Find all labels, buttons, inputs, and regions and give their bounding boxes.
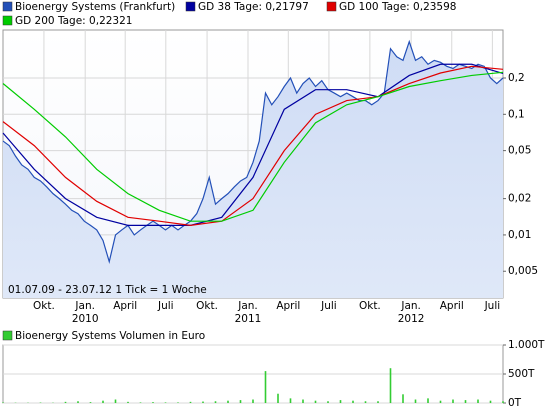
volume-bar	[227, 400, 229, 403]
volume-title: Bioenergy Systems Volumen in Euro	[15, 330, 205, 342]
volume-bar	[2, 402, 4, 403]
y-tick-label: 0,01	[508, 229, 531, 241]
volume-bar	[239, 400, 242, 403]
legend-swatch	[2, 1, 13, 12]
volume-bar	[477, 399, 479, 403]
volume-bar	[452, 399, 454, 403]
x-tick-label: Okt.	[359, 300, 381, 312]
series-line	[2, 71, 504, 222]
volume-bar	[289, 398, 292, 403]
legend-swatch	[185, 1, 196, 12]
legend-label: GD 100 Tage: 0,23598	[339, 1, 456, 13]
x-tick-label: Juli	[484, 300, 501, 312]
volume-bar	[164, 402, 167, 403]
legend-label: GD 200 Tage: 0,22321	[15, 15, 132, 27]
x-tick-label: April	[276, 300, 300, 312]
y-tick-label: 0,02	[508, 193, 531, 205]
legend-swatch	[2, 330, 13, 341]
volume-bar	[177, 402, 179, 403]
volume-bar	[202, 401, 204, 403]
y-tick-label: 0,05	[508, 145, 531, 157]
volume-bar	[377, 401, 379, 403]
volume-bar	[127, 401, 129, 403]
volume-bar	[464, 400, 467, 403]
x-tick-label: Jan.	[237, 300, 258, 312]
x-tick-label: Okt.	[33, 300, 55, 312]
volume-bar	[252, 399, 254, 403]
volume-bar	[427, 398, 429, 403]
volume-bar	[302, 399, 304, 403]
legend-swatch	[2, 15, 13, 26]
series-line	[2, 63, 504, 226]
price-area	[3, 41, 503, 299]
volume-bar	[439, 400, 442, 403]
volume-bar	[389, 368, 392, 403]
volume-bar	[264, 371, 267, 403]
volume-bar	[402, 394, 404, 403]
volume-bar	[77, 401, 79, 403]
volume-bar	[339, 400, 342, 403]
x-tick-label: Jan.	[74, 300, 95, 312]
legend-label: Bioenergy Systems (Frankfurt)	[15, 1, 175, 13]
series-line	[2, 65, 504, 226]
volume-bar	[152, 402, 154, 403]
annotation: 01.07.09 - 23.07.12 1 Tick = 1 Woche	[8, 284, 207, 296]
year-label: 2011	[235, 313, 262, 325]
y-tick-label: 0,2	[508, 72, 525, 84]
x-tick-label: Juli	[320, 300, 337, 312]
x-tick-label: Okt.	[196, 300, 218, 312]
x-tick-label: April	[113, 300, 137, 312]
y-tick-label: 500T	[508, 368, 535, 380]
volume-bar	[114, 399, 117, 403]
y-tick-label: 0,005	[508, 265, 538, 277]
volume-bar	[352, 400, 354, 403]
legend-swatch	[326, 1, 337, 12]
volume-bar	[139, 402, 142, 403]
volume-bar	[327, 401, 329, 403]
y-tick-label: 1.000T	[508, 339, 545, 351]
volume-bar	[489, 400, 492, 403]
volume-bar	[502, 401, 504, 403]
volume-bar	[414, 399, 417, 403]
volume-bar	[214, 401, 217, 403]
series-line	[2, 39, 504, 265]
volume-bar	[314, 400, 317, 403]
y-tick-label: 0T	[508, 397, 522, 409]
volume-bar	[64, 401, 67, 403]
volume-bar	[89, 402, 92, 403]
volume-bar	[189, 401, 192, 403]
volume-bar	[364, 401, 367, 403]
volume-bar	[102, 400, 104, 403]
legend-label: GD 38 Tage: 0,21797	[198, 1, 309, 13]
volume-bar	[277, 393, 279, 403]
year-label: 2012	[398, 313, 425, 325]
year-label: 2010	[72, 313, 99, 325]
x-tick-label: Jan.	[400, 300, 421, 312]
y-tick-label: 0,1	[508, 108, 525, 120]
x-tick-label: April	[440, 300, 464, 312]
x-tick-label: Juli	[157, 300, 174, 312]
